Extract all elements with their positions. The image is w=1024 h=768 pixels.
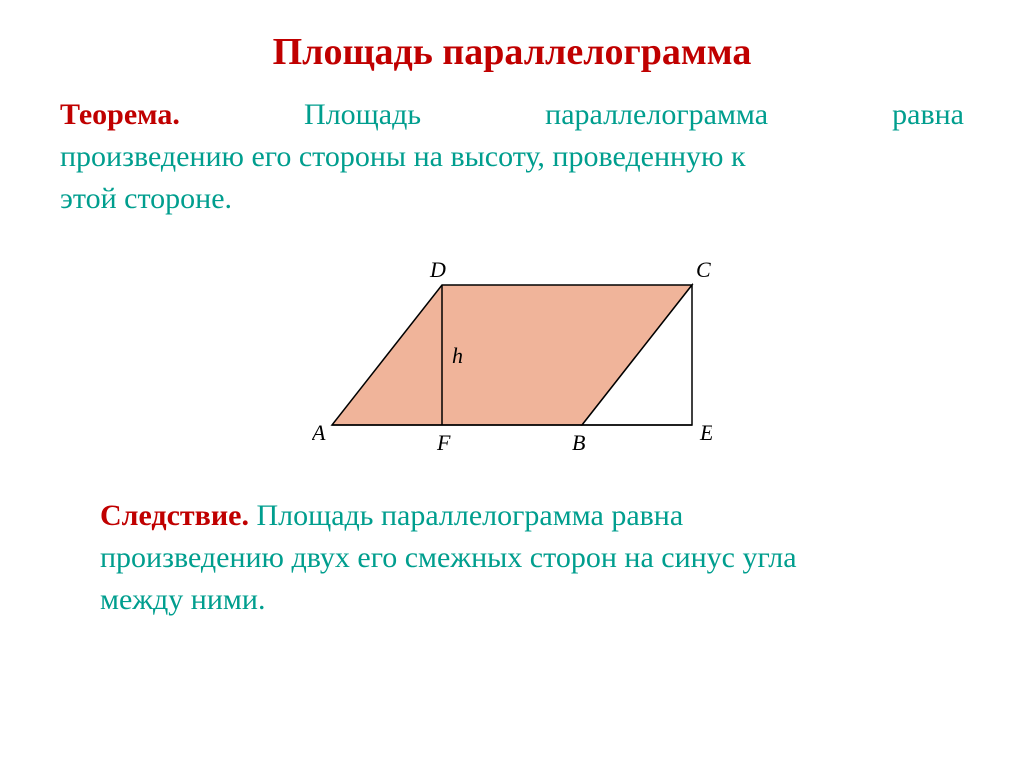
- corollary-label: Следствие.: [100, 499, 249, 532]
- svg-text:B: B: [572, 430, 585, 455]
- parallelogram-diagram: A F B E D Ch: [312, 255, 712, 455]
- theorem-text: равна: [892, 94, 964, 136]
- corollary-text: между ними.: [100, 579, 964, 621]
- svg-text:A: A: [312, 420, 326, 445]
- theorem-text: Площадь: [304, 94, 421, 136]
- svg-text:D: D: [429, 257, 446, 282]
- theorem-text: параллелограмма: [545, 94, 768, 136]
- corollary-text: произведению двух его смежных сторон на …: [100, 537, 964, 579]
- slide: Площадь параллелограмма Теорема. Площадь…: [0, 0, 1024, 768]
- theorem-label: Теорема.: [60, 98, 180, 131]
- svg-text:h: h: [452, 343, 463, 368]
- theorem-text: этой стороне.: [60, 178, 964, 220]
- figure: A F B E D Ch: [60, 255, 964, 455]
- page-title: Площадь параллелограмма: [60, 30, 964, 74]
- theorem-block: Теорема. Площадь параллелограмма равна п…: [60, 94, 964, 220]
- svg-text:C: C: [696, 257, 711, 282]
- svg-text:E: E: [699, 420, 712, 445]
- svg-text:F: F: [436, 430, 451, 455]
- corollary-text: Площадь параллелограмма равна: [249, 499, 683, 532]
- theorem-text: произведению его стороны на высоту, пров…: [60, 136, 964, 178]
- corollary-block: Следствие. Площадь параллелограмма равна…: [60, 495, 964, 621]
